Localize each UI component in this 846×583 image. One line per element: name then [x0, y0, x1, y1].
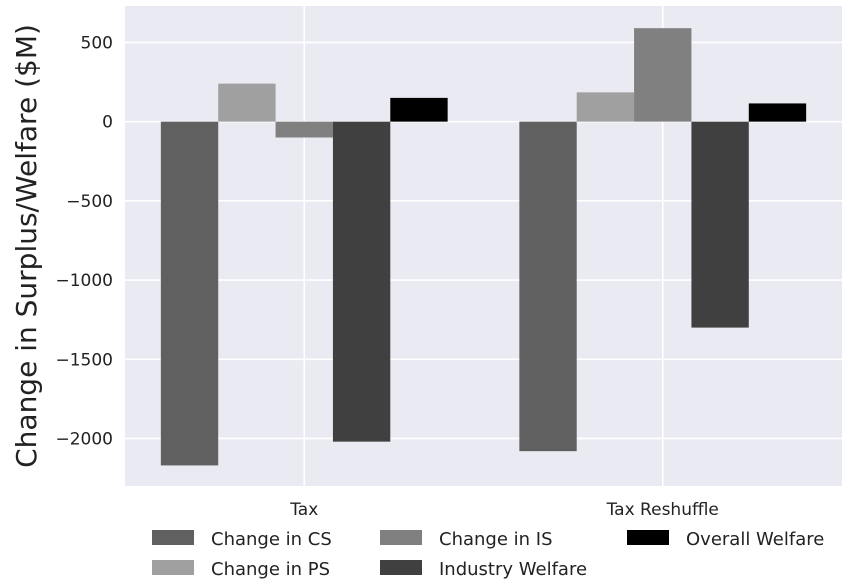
x-tick-label: Tax	[289, 500, 318, 520]
bar-change-in-cs-tax	[160, 121, 219, 466]
x-tick-label: Tax Reshuffle	[606, 500, 719, 520]
legend-label: Industry Welfare	[439, 559, 587, 580]
bar-change-in-is-tax-reshuffle	[634, 28, 692, 122]
y-tick-label: −500	[66, 192, 113, 212]
y-axis: 500 0 −500 −1000 −1500 −2000	[55, 33, 113, 449]
legend-swatch	[152, 560, 194, 575]
y-tick-label: −1500	[55, 350, 113, 370]
legend-label: Change in PS	[211, 559, 330, 580]
y-tick-label: −2000	[55, 429, 113, 449]
legend-label: Overall Welfare	[686, 529, 824, 550]
y-axis-label: Change in Surplus/Welfare ($M)	[10, 24, 43, 468]
legend-swatch	[152, 530, 194, 545]
bar-change-in-is-tax	[275, 121, 333, 138]
legend-swatch	[380, 530, 422, 545]
legend-swatch	[380, 560, 422, 575]
bar-change-in-cs-tax-reshuffle	[519, 121, 577, 452]
legend-label: Change in CS	[211, 529, 332, 550]
bar-industry-welfare-tax-reshuffle	[691, 121, 749, 328]
bars	[160, 28, 807, 466]
bar-change-in-ps-tax-reshuffle	[576, 92, 635, 122]
legend: Change in CS Change in PS Change in IS Indu…	[152, 529, 824, 580]
y-tick-label: 500	[81, 33, 113, 53]
bar-industry-welfare-tax	[332, 121, 391, 442]
bar-overall-welfare-tax	[390, 97, 448, 122]
bar-overall-welfare-tax-reshuffle	[748, 103, 807, 122]
x-axis: Tax Tax Reshuffle	[289, 500, 719, 520]
y-tick-label: −1000	[55, 271, 113, 291]
y-tick-label: 0	[102, 113, 113, 133]
legend-label: Change in IS	[439, 529, 553, 550]
bar-change-in-ps-tax	[218, 83, 276, 122]
legend-swatch	[627, 530, 669, 545]
